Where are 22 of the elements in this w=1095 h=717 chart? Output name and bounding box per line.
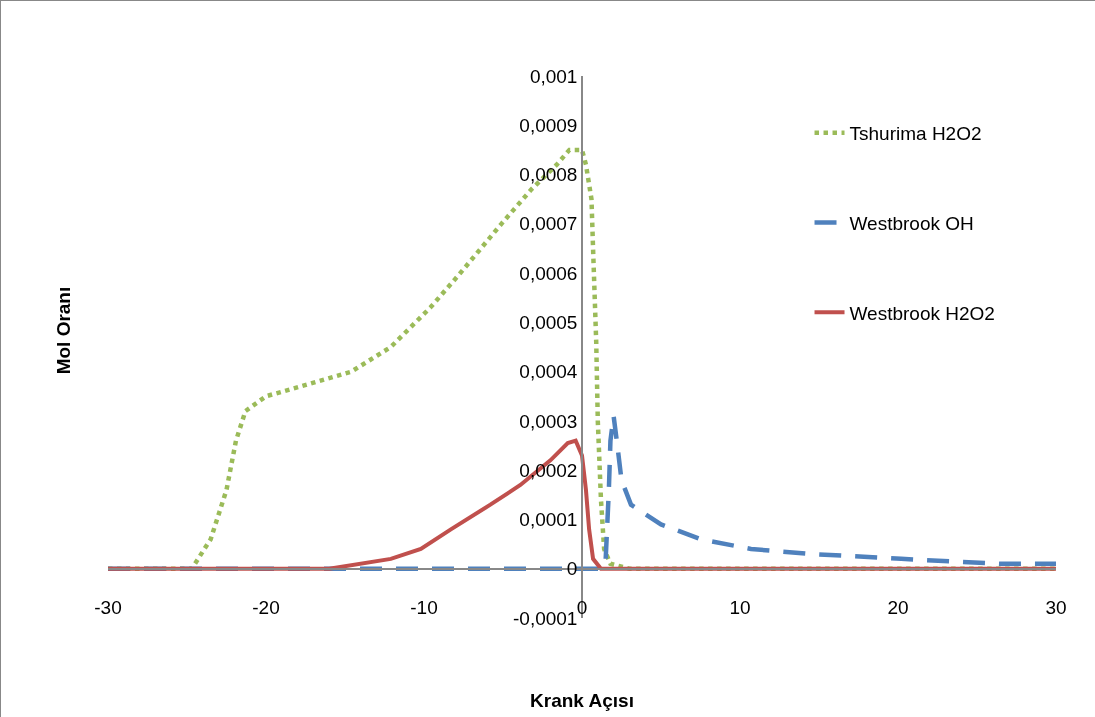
y-tick-label: 0,0003 bbox=[519, 410, 578, 432]
y-axis-title: Mol Oranı bbox=[52, 286, 74, 375]
y-tick-label: 0,001 bbox=[529, 65, 578, 87]
x-tick-label: -10 bbox=[410, 597, 438, 619]
y-tick-label: 0,0005 bbox=[519, 312, 578, 334]
y-tick-label: 0,0009 bbox=[519, 114, 578, 136]
y-tick-label: 0,0006 bbox=[519, 262, 578, 284]
legend-label: Tshurima H2O2 bbox=[849, 123, 982, 145]
x-tick-label: 30 bbox=[1045, 597, 1067, 619]
y-tick-label: 0,0007 bbox=[519, 213, 578, 235]
y-tick-label: 0 bbox=[566, 558, 578, 580]
y-tick-label: 0,0004 bbox=[519, 361, 578, 383]
x-tick-label: 20 bbox=[887, 597, 909, 619]
legend-label: Westbrook H2O2 bbox=[849, 302, 995, 324]
y-tick-label: 0,0001 bbox=[519, 509, 578, 531]
legend-label: Westbrook OH bbox=[849, 212, 974, 234]
x-tick-label: -30 bbox=[94, 597, 122, 619]
y-tick-label: -0,0001 bbox=[513, 607, 578, 629]
y-tick-label: 0,0008 bbox=[519, 164, 578, 186]
x-axis-title: Krank Açısı bbox=[530, 689, 634, 711]
x-tick-label: 10 bbox=[729, 597, 751, 619]
x-tick-label: -20 bbox=[252, 597, 280, 619]
